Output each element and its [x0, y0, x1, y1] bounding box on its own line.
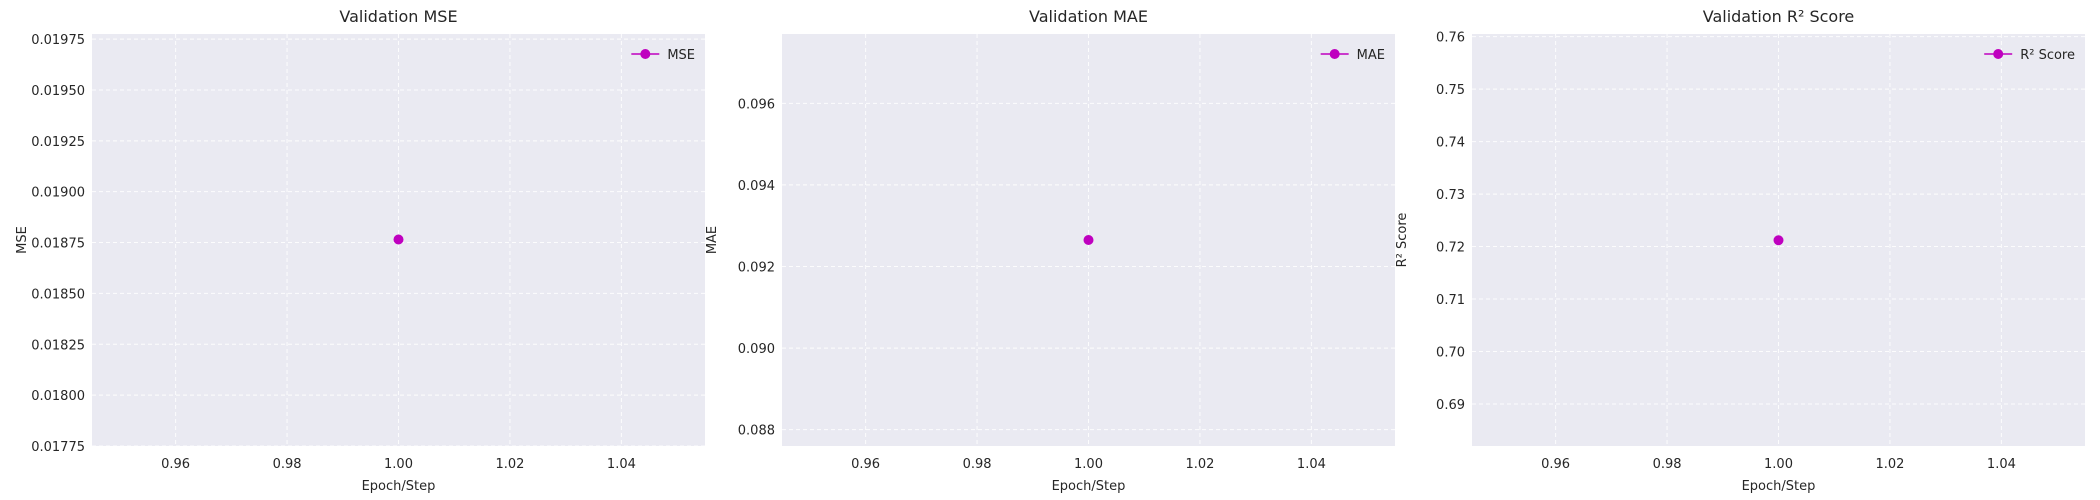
x-axis-label: Epoch/Step [362, 479, 436, 494]
x-tick-label: 0.98 [273, 457, 302, 472]
x-tick-label: 1.00 [1074, 457, 1103, 472]
y-tick-label: 0.090 [738, 342, 775, 357]
x-tick-label: 0.96 [1541, 457, 1570, 472]
y-axis-label: MAE [705, 226, 720, 254]
chart-panel-2: Validation MAE 0.96 0.98 1.00 1.02 1.04 0.088 0… [705, 7, 1395, 494]
y-tick-label: 0.01775 [31, 440, 85, 455]
y-tick-label: 0.72 [1436, 241, 1465, 256]
data-point [393, 234, 404, 245]
chart-title: Validation MSE [339, 7, 457, 26]
chart-title: Validation R² Score [1703, 7, 1855, 26]
y-tick-label: 0.01800 [31, 389, 85, 404]
y-axis-label: MSE [15, 226, 30, 254]
x-tick-label: 0.96 [161, 457, 190, 472]
x-axis-label: Epoch/Step [1052, 479, 1126, 494]
y-tick-label: 0.01850 [31, 287, 85, 302]
chart-title: Validation MAE [1029, 7, 1148, 26]
legend: R² Score [1984, 48, 2075, 63]
y-tick-label: 0.74 [1436, 136, 1465, 151]
chart-panel-1: Validation MSE 0.96 0.98 1.00 1.02 1.04 0.0177… [15, 7, 705, 494]
y-axis-label: R² Score [1395, 213, 1410, 268]
y-tick-label: 0.01825 [31, 338, 85, 353]
y-tick-label: 0.69 [1436, 398, 1465, 413]
legend-label: MSE [667, 48, 695, 63]
x-tick-label: 1.00 [1764, 457, 1793, 472]
y-tick-label: 0.70 [1436, 346, 1465, 361]
y-tick-label: 0.75 [1436, 83, 1465, 98]
y-tick-label: 0.094 [738, 179, 775, 194]
x-tick-label: 1.02 [495, 457, 524, 472]
data-point [1773, 235, 1784, 246]
data-point [1083, 235, 1094, 245]
y-tick-label: 0.096 [738, 97, 775, 112]
y-tick-label: 0.092 [738, 261, 775, 276]
legend: MSE [631, 48, 695, 63]
legend: MAE [1320, 48, 1385, 63]
x-tick-label: 1.02 [1185, 457, 1214, 472]
x-tick-label: 0.98 [963, 457, 992, 472]
x-axis-label: Epoch/Step [1742, 479, 1816, 494]
y-tick-label: 0.71 [1436, 293, 1465, 308]
x-tick-label: 1.04 [607, 457, 636, 472]
y-tick-label: 0.73 [1436, 188, 1465, 203]
x-tick-label: 1.04 [1987, 457, 2016, 472]
legend-swatch-marker [1329, 49, 1340, 59]
y-tick-label: 0.76 [1436, 31, 1465, 46]
x-tick-label: 0.98 [1653, 457, 1682, 472]
y-tick-label: 0.01950 [31, 84, 85, 99]
legend-label: MAE [1357, 48, 1385, 63]
x-tick-label: 1.02 [1875, 457, 1904, 472]
x-tick-label: 0.96 [851, 457, 880, 472]
legend-swatch-marker [640, 49, 651, 59]
y-tick-label: 0.01875 [31, 237, 85, 252]
legend-swatch-marker [1993, 49, 2004, 59]
x-tick-label: 1.00 [384, 457, 413, 472]
y-tick-label: 0.01975 [31, 33, 85, 48]
chart-panel-3: Validation R² Score 0.96 0.98 1.00 1.02 1.04 0… [1395, 7, 2085, 494]
y-tick-label: 0.01900 [31, 186, 85, 201]
y-tick-label: 0.01925 [31, 135, 85, 150]
y-tick-label: 0.088 [738, 424, 775, 439]
legend-label: R² Score [2020, 48, 2075, 63]
x-tick-label: 1.04 [1297, 457, 1326, 472]
